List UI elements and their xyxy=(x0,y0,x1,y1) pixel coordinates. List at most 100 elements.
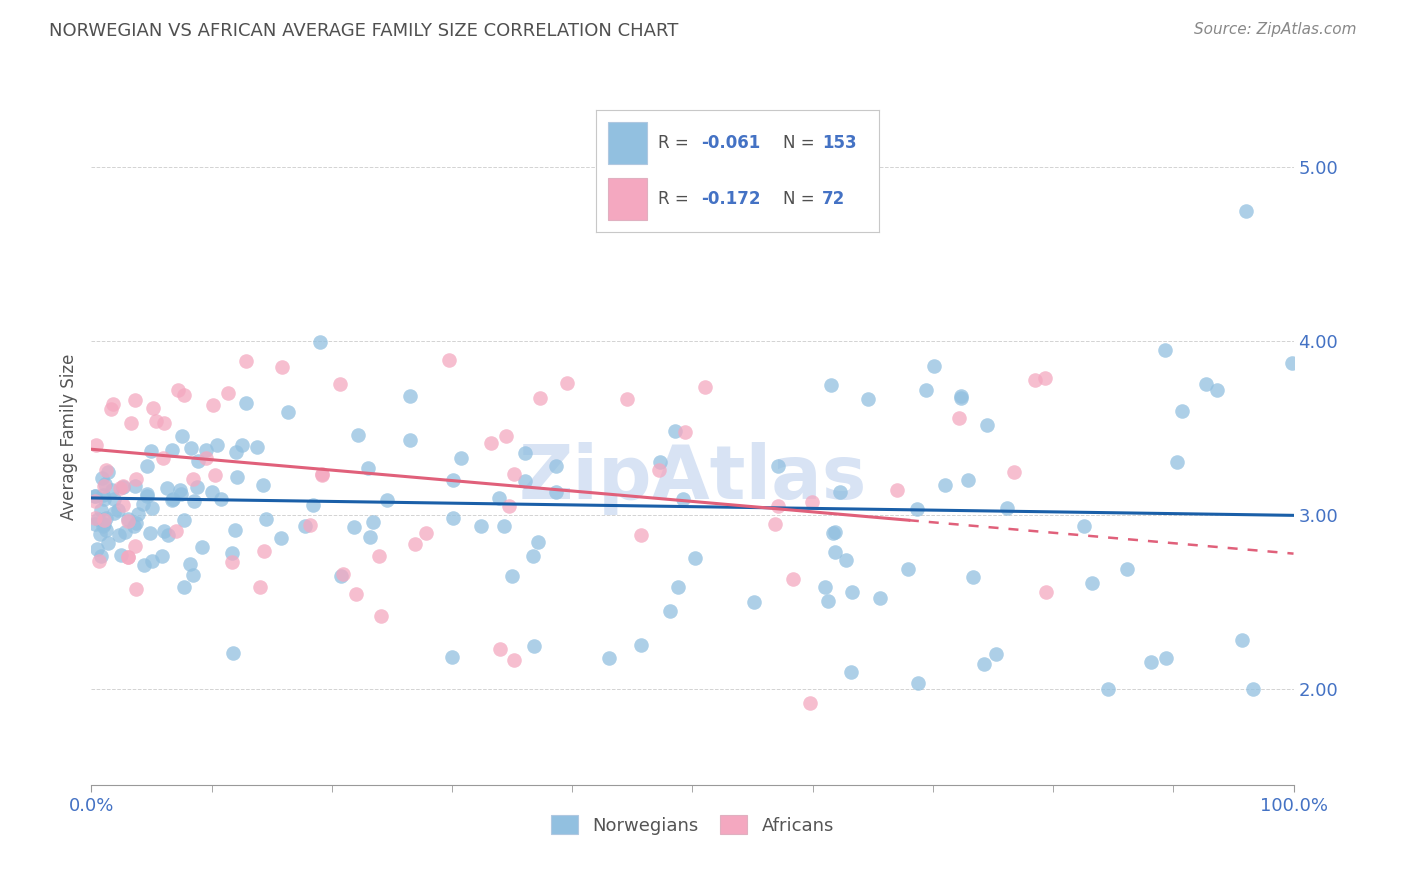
Point xyxy=(195,443,218,458)
Point xyxy=(544,484,567,499)
Point xyxy=(630,527,652,541)
Point xyxy=(672,491,695,506)
Point xyxy=(97,466,120,480)
Point xyxy=(488,641,510,656)
Point xyxy=(277,405,299,419)
Point xyxy=(221,546,243,560)
Point xyxy=(124,582,146,596)
Point xyxy=(84,489,107,503)
Point xyxy=(221,555,243,569)
Point xyxy=(124,516,146,531)
Point xyxy=(139,443,162,458)
Point xyxy=(886,483,908,497)
Point xyxy=(835,553,858,567)
Point xyxy=(515,446,537,460)
Point xyxy=(799,696,821,710)
Point xyxy=(156,481,179,495)
Point xyxy=(1035,585,1057,599)
Point xyxy=(117,549,139,564)
Point xyxy=(664,424,686,438)
Point xyxy=(1232,632,1254,647)
Point xyxy=(253,544,276,558)
Point xyxy=(905,502,928,516)
Point xyxy=(101,483,124,498)
Point xyxy=(110,549,132,563)
Point xyxy=(201,484,224,499)
Point xyxy=(897,562,920,576)
Point xyxy=(150,549,173,563)
Point xyxy=(93,478,115,492)
Point xyxy=(630,638,652,652)
Point xyxy=(1116,562,1139,576)
Point xyxy=(527,534,550,549)
Point xyxy=(124,472,146,486)
Point xyxy=(87,553,110,567)
Point xyxy=(270,531,292,545)
Point xyxy=(309,334,332,349)
Point xyxy=(231,438,253,452)
Point xyxy=(135,458,157,473)
Point xyxy=(93,513,115,527)
Point xyxy=(142,401,165,416)
Point xyxy=(141,553,163,567)
Point xyxy=(226,470,249,484)
Point xyxy=(224,524,246,538)
Point xyxy=(107,503,129,517)
Point xyxy=(195,450,218,465)
Point xyxy=(173,387,195,401)
Point xyxy=(1206,383,1229,397)
Point xyxy=(112,478,135,492)
Point xyxy=(470,518,492,533)
Point xyxy=(546,459,568,474)
Point xyxy=(503,653,526,667)
Point xyxy=(498,499,520,513)
Point xyxy=(962,570,984,584)
Point xyxy=(1195,377,1218,392)
Point xyxy=(186,480,208,494)
Point xyxy=(225,445,247,459)
Point xyxy=(249,581,271,595)
Point xyxy=(343,520,366,534)
Text: ZipAtlas: ZipAtlas xyxy=(519,442,866,516)
Text: Source: ZipAtlas.com: Source: ZipAtlas.com xyxy=(1194,22,1357,37)
Point xyxy=(165,524,187,538)
Point xyxy=(162,491,184,506)
Point xyxy=(766,499,789,513)
Point xyxy=(841,584,863,599)
Point xyxy=(488,491,510,505)
Point xyxy=(183,472,205,486)
Point xyxy=(522,549,544,564)
Point xyxy=(976,417,998,432)
Point xyxy=(124,479,146,493)
Point xyxy=(995,501,1018,516)
Point xyxy=(108,481,131,495)
Point xyxy=(398,433,420,447)
Point xyxy=(294,519,316,533)
Point xyxy=(479,435,502,450)
Point xyxy=(108,528,131,542)
Point xyxy=(813,580,835,594)
Point xyxy=(377,492,399,507)
Point xyxy=(1170,404,1192,418)
Point xyxy=(135,489,157,503)
Point xyxy=(299,518,322,533)
Point xyxy=(949,389,972,403)
Point xyxy=(112,499,135,513)
Point xyxy=(167,383,190,397)
Point xyxy=(117,550,139,565)
Point xyxy=(84,494,107,508)
Point xyxy=(742,595,765,609)
Point xyxy=(173,513,195,527)
Point xyxy=(370,608,392,623)
Point xyxy=(450,450,472,465)
Point xyxy=(330,569,353,583)
Point xyxy=(824,544,846,558)
Point xyxy=(103,506,125,520)
Point xyxy=(179,557,201,571)
Point xyxy=(763,517,786,532)
Point xyxy=(1166,455,1188,469)
Point xyxy=(1035,371,1057,385)
Point xyxy=(90,502,112,516)
Point xyxy=(529,391,551,405)
Point xyxy=(648,463,671,477)
